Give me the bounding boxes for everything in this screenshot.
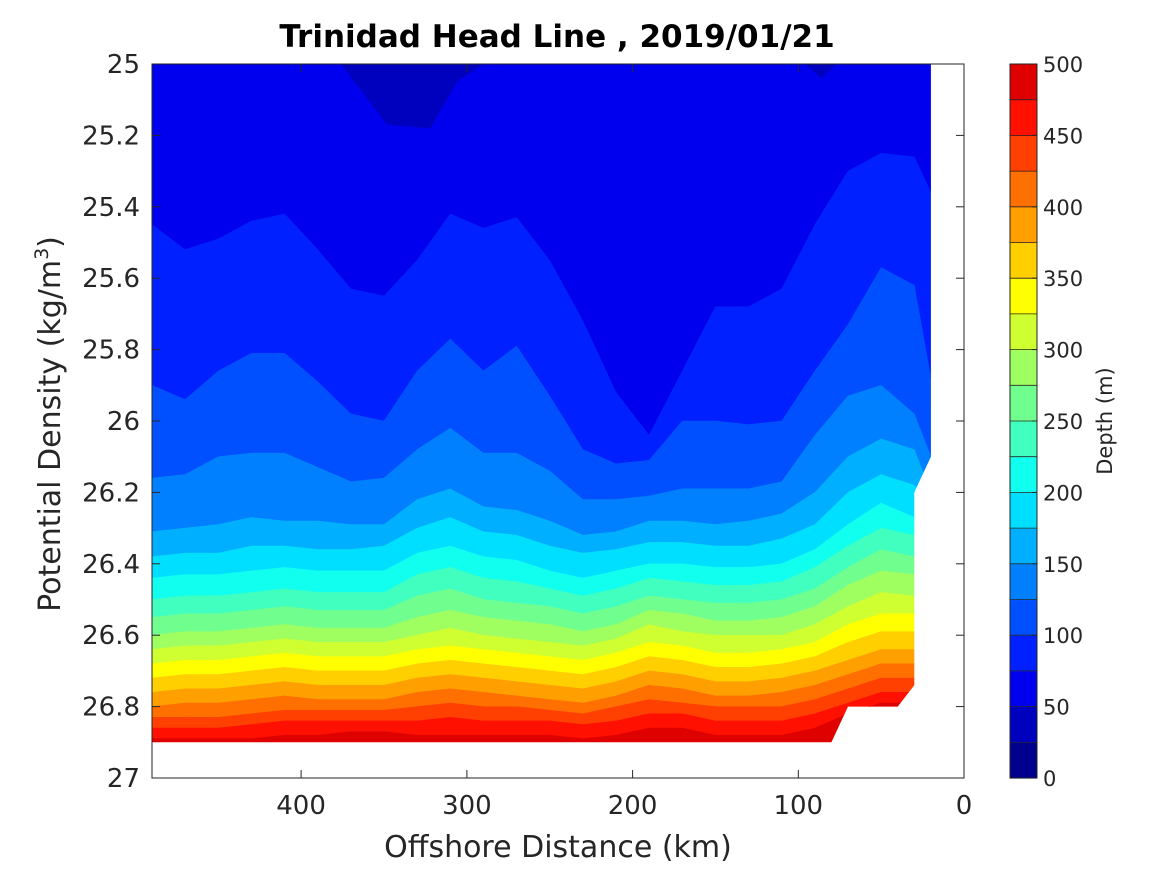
colorbar-band [1010, 171, 1037, 208]
shallow-pocket [804, 64, 837, 79]
colorbar-band [1010, 670, 1037, 708]
colorbar: 0 50 100 150 200 250 300 350 400 450 500 [1009, 53, 1083, 791]
colorbar-label: Depth (m) [1093, 367, 1117, 474]
colorbar-band [1010, 242, 1037, 279]
colorbar-ticks: 0 50 100 150 200 250 300 350 400 450 500 [1032, 53, 1083, 791]
colorbar-band [1010, 99, 1037, 136]
colorbar-band [1010, 313, 1037, 351]
colorbar-band [1010, 64, 1037, 101]
colorbar-band [1010, 528, 1037, 565]
shallow-pocket [340, 64, 484, 129]
plot-area [151, 63, 965, 779]
colorbar-band [1010, 742, 1037, 779]
colorbar-tick-label: 250 [1043, 410, 1083, 434]
colorbar-band [1010, 349, 1037, 386]
y-axis-label-main: Potential Density (kg/m [33, 260, 68, 612]
colorbar-tick-label: 450 [1043, 124, 1083, 148]
x-tick-label: 300 [442, 791, 492, 821]
y-tick-label: 26.6 [82, 621, 140, 651]
colorbar-band [1010, 278, 1037, 315]
y-axis-label: Potential Density (kg/m3) [31, 236, 68, 612]
y-axis-label-superscript: 3 [31, 248, 53, 260]
colorbar-band [1010, 206, 1037, 244]
colorbar-tick-label: 0 [1043, 767, 1056, 791]
y-tick-label: 26.4 [82, 550, 140, 580]
colorbar-tick-label: 100 [1043, 624, 1083, 648]
y-tick-label: 25.6 [82, 264, 140, 294]
colorbar-band [1010, 135, 1037, 172]
y-axis: 25 25.2 25.4 25.6 25.8 26 26.2 26.4 26.6 26.8 27 [82, 50, 964, 794]
colorbar-tick-label: 150 [1043, 553, 1083, 577]
colorbar-tick-label: 400 [1043, 196, 1083, 220]
colorbar-band [1010, 456, 1037, 493]
x-tick-label: 200 [608, 791, 658, 821]
colorbar-band [1010, 635, 1037, 672]
y-tick-label: 25.8 [82, 336, 140, 366]
x-tick-label: 100 [773, 791, 823, 821]
y-tick-label: 25 [107, 50, 140, 80]
colorbar-tick-label: 350 [1043, 267, 1083, 291]
contour-band [152, 702, 931, 743]
y-tick-label: 26.2 [82, 478, 140, 508]
colorbar-band [1010, 421, 1037, 458]
contour-fills [152, 64, 931, 743]
colorbar-band [1010, 385, 1037, 422]
y-tick-label: 26 [107, 407, 140, 437]
x-tick-label: 400 [276, 791, 326, 821]
colorbar-band [1010, 563, 1037, 601]
x-tick-label: 0 [956, 791, 973, 821]
x-axis-label: Offshore Distance (km) [384, 830, 732, 865]
chart-title: Trinidad Head Line , 2019/01/21 [279, 19, 834, 55]
colorbar-band [1010, 706, 1037, 743]
y-axis-label-close: ) [33, 236, 68, 248]
y-tick-label: 26.8 [82, 693, 140, 723]
x-axis: 400 300 200 100 0 [276, 64, 972, 821]
colorbar-tick-label: 300 [1043, 339, 1083, 363]
y-tick-label: 25.4 [82, 193, 140, 223]
colorbar-tick-label: 500 [1043, 53, 1083, 77]
y-tick-label: 27 [107, 764, 140, 794]
colorbar-tick-label: 50 [1043, 696, 1070, 720]
colorbar-band [1010, 599, 1037, 636]
y-tick-label: 25.2 [82, 121, 140, 151]
colorbar-bands [1010, 64, 1037, 779]
colorbar-band [1010, 492, 1037, 529]
colorbar-tick-label: 200 [1043, 481, 1083, 505]
